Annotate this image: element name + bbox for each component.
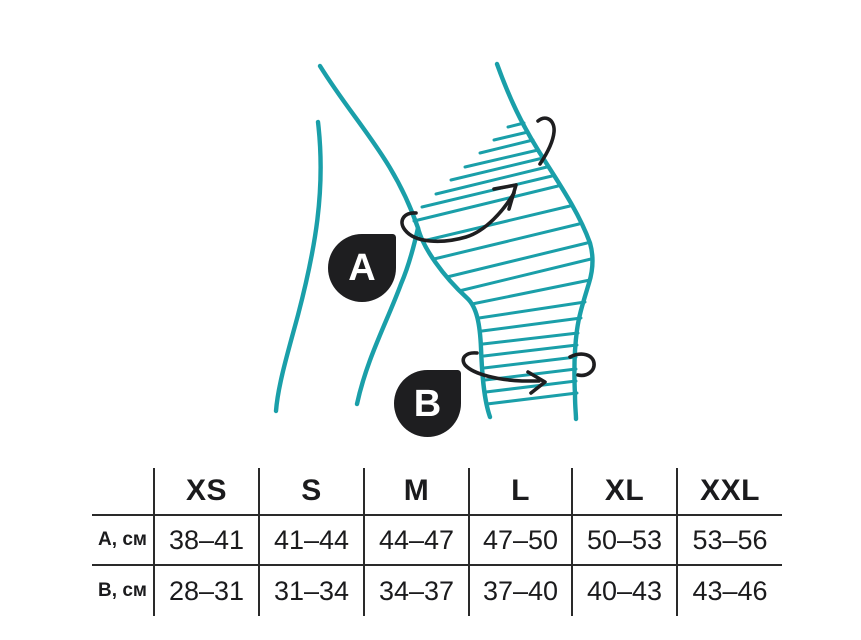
measurement-a-letter: А [348,247,376,289]
size-header-m: M [365,468,470,516]
row-a-value-s: 41–44 [260,516,365,566]
calf-circumference-arrow-icon [461,351,596,395]
size-header-xs: XS [155,468,260,516]
row-a-label: А, см [92,516,155,566]
sleeve-hatching [412,121,593,406]
row-a-value-xl: 50–53 [573,516,678,566]
row-b-label: В, см [92,566,155,616]
row-b-value-xs: 28–31 [155,566,260,616]
measurement-b-letter: В [413,382,442,425]
size-header-xl: XL [573,468,678,516]
measurement-a-badge: А [328,234,396,302]
row-a-value-m: 44–47 [365,516,470,566]
row-a-value-xxl: 53–56 [678,516,782,566]
row-b-value-xl: 40–43 [573,566,678,616]
size-table: XS S M L XL XXL А, см 38–41 41–44 44–47 … [92,468,782,616]
size-header-s: S [260,468,365,516]
straight-leg-outline [273,119,421,414]
row-a-value-l: 47–50 [470,516,573,566]
size-table-corner-cell [92,468,155,516]
row-b-value-s: 31–34 [260,566,365,616]
row-a-value-xs: 38–41 [155,516,260,566]
row-b-value-l: 37–40 [470,566,573,616]
size-header-xxl: XXL [678,468,782,516]
row-b-value-xxl: 43–46 [692,575,768,606]
measurement-b-badge: В [394,370,461,437]
row-b-value-m: 34–37 [365,566,470,616]
size-header-l: L [470,468,573,516]
thigh-circumference-arrow-icon [400,116,556,244]
